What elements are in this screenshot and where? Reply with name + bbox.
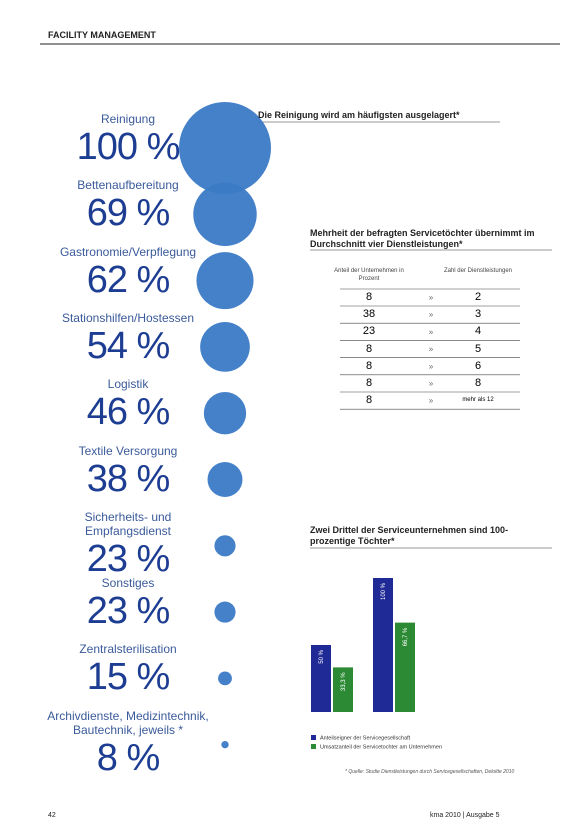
bubble	[214, 535, 236, 557]
category-label: Textile Versorgung	[78, 443, 178, 458]
table-cell: 6	[474, 359, 482, 372]
bubble-row: Stationshilfen/Hostessen 54 %	[40, 311, 216, 367]
bar	[373, 578, 393, 712]
row-arrow: »	[429, 293, 434, 302]
page-number: 42	[48, 812, 56, 819]
bubble-row: Gastronomie/Verpflegung 62 %	[40, 245, 216, 301]
legend-label: Anteilseigner der Servicegesellschaft	[320, 736, 411, 742]
row-arrow: »	[429, 379, 434, 388]
bubble	[193, 182, 257, 247]
legend-swatch	[311, 744, 316, 749]
table-cell: 2	[474, 291, 482, 303]
bubble	[221, 741, 229, 749]
value-label: 100 %	[381, 582, 387, 600]
bubble	[214, 601, 236, 623]
bar	[395, 622, 415, 712]
value-label: 23 %	[86, 590, 171, 633]
value-label: 46 %	[86, 391, 171, 434]
column-header: Anteil der Unternehmen in Prozent	[334, 268, 404, 282]
bar	[311, 645, 331, 712]
category-label: Zentralsterilisation	[79, 642, 177, 657]
table-cell: 8	[365, 394, 373, 407]
footer-text: kma 2010 | Ausgabe 5	[430, 812, 500, 819]
table-cell: mehr als 12	[462, 397, 494, 404]
bubble-row: Reinigung 100 %	[40, 112, 216, 168]
category-label: Gastronomie/Verpflegung	[59, 244, 197, 259]
bubble-row: Zentralsterilisation 15 %	[40, 642, 216, 698]
row-arrow: »	[429, 362, 434, 371]
category-label: Bettenaufbereitung	[77, 178, 179, 193]
row-arrow: »	[429, 396, 434, 405]
value-label: 38 %	[86, 457, 171, 500]
bubble-row: Logistik 46 %	[40, 377, 216, 433]
row-arrow: »	[429, 310, 434, 319]
bubble	[179, 102, 271, 194]
value-label: 54 %	[86, 324, 171, 367]
category-label: Reinigung	[100, 112, 156, 126]
table-cell: 23	[362, 325, 376, 338]
bubble	[200, 322, 250, 372]
bubble	[207, 462, 243, 497]
value-label: 23 %	[86, 537, 171, 580]
value-label: 69 %	[86, 192, 171, 235]
column-header: Zahl der Dienstleistungen	[443, 268, 513, 274]
row-arrow: »	[429, 345, 434, 354]
table-cell: 8	[365, 342, 373, 355]
legend-swatch	[311, 735, 316, 740]
table-cell: 38	[362, 308, 376, 321]
table-cell: 8	[365, 377, 373, 389]
category-label: Sicherheits- und Empfangsdienst	[84, 509, 172, 538]
bar	[333, 667, 353, 712]
table-cell: 3	[474, 308, 482, 321]
chart-title: Die Reinigung wird am häufigsten ausgela…	[258, 110, 460, 120]
category-label: Sonstiges	[101, 576, 155, 591]
bubble-row: Textile Versorgung 38 %	[40, 444, 216, 500]
bubble-row: Sonstiges 23 %	[40, 576, 216, 632]
bubble-row: Sicherheits- und Empfangsdienst 23 %	[40, 510, 216, 580]
legend-label: Umsatzanteil der Servicetochter am Unter…	[320, 745, 442, 751]
value-label: 66,7 %	[403, 627, 409, 646]
chart-title: Zwei Drittel der Serviceunternehmen sind…	[310, 525, 509, 546]
value-label: 62 %	[86, 258, 171, 301]
table-title: Mehrheit der befragten Servicetöchter üb…	[310, 228, 535, 249]
bubble-row: Archivdienste, Medizintechnik, Bautechni…	[40, 709, 216, 779]
category-label: Stationshilfen/Hostessen	[61, 310, 195, 325]
value-label: 15 %	[86, 656, 171, 699]
table-cell: 5	[474, 342, 482, 355]
category-label: Logistik	[107, 377, 149, 392]
category-label: Archivdienste, Medizintechnik, Bautechni…	[47, 708, 209, 737]
footnote: * Quelle: Studie Dienstleistungen durch …	[345, 769, 515, 775]
value-label: 100 %	[76, 126, 181, 168]
bubble	[196, 252, 254, 310]
table-cell: 8	[365, 291, 373, 303]
table-cell: 8	[365, 359, 373, 372]
header: FACILITY MANAGEMENT	[48, 30, 156, 40]
table-cell: 4	[474, 325, 482, 338]
bubble	[203, 392, 247, 435]
table-cell: 8	[474, 377, 482, 389]
bubble	[218, 671, 232, 686]
value-label: 8 %	[96, 736, 160, 779]
row-arrow: »	[429, 327, 434, 336]
value-label: 33,3 %	[341, 672, 347, 691]
bubble-row: Bettenaufbereitung 69 %	[40, 178, 216, 234]
value-label: 50 %	[319, 649, 325, 663]
